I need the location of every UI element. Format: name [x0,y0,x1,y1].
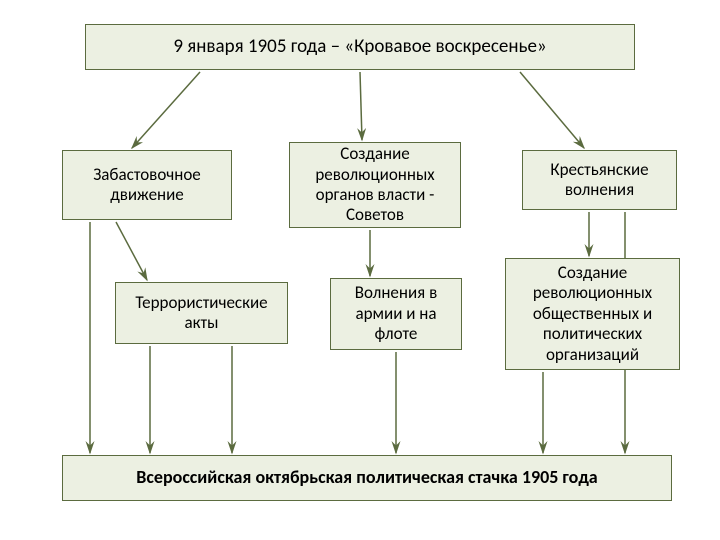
result-box: Всероссийская октябрьская политическая с… [62,455,672,501]
node-label: Крестьянские волнения [533,160,666,201]
node-army: Волнения в армии и на флоте [330,278,462,350]
node-terror: Террористические акты [115,282,288,344]
title-box: 9 января 1905 года – «Кровавое воскресен… [85,24,635,70]
node-soviets: Создание революционных органов власти - … [289,142,461,228]
node-orgs: Создание революционных общественных и по… [505,258,680,370]
node-label: Террористические акты [126,293,277,334]
title-text: 9 января 1905 года – «Кровавое воскресен… [173,36,546,59]
node-label: Создание революционных органов власти - … [300,144,450,226]
node-label: Забастовочное движение [73,165,221,206]
node-strikes: Забастовочное движение [62,150,232,220]
node-label: Волнения в армии и на флоте [341,283,451,344]
node-label: Создание революционных общественных и по… [516,263,669,365]
node-peasant: Крестьянские волнения [522,150,677,210]
result-text: Всероссийская октябрьская политическая с… [136,467,597,489]
